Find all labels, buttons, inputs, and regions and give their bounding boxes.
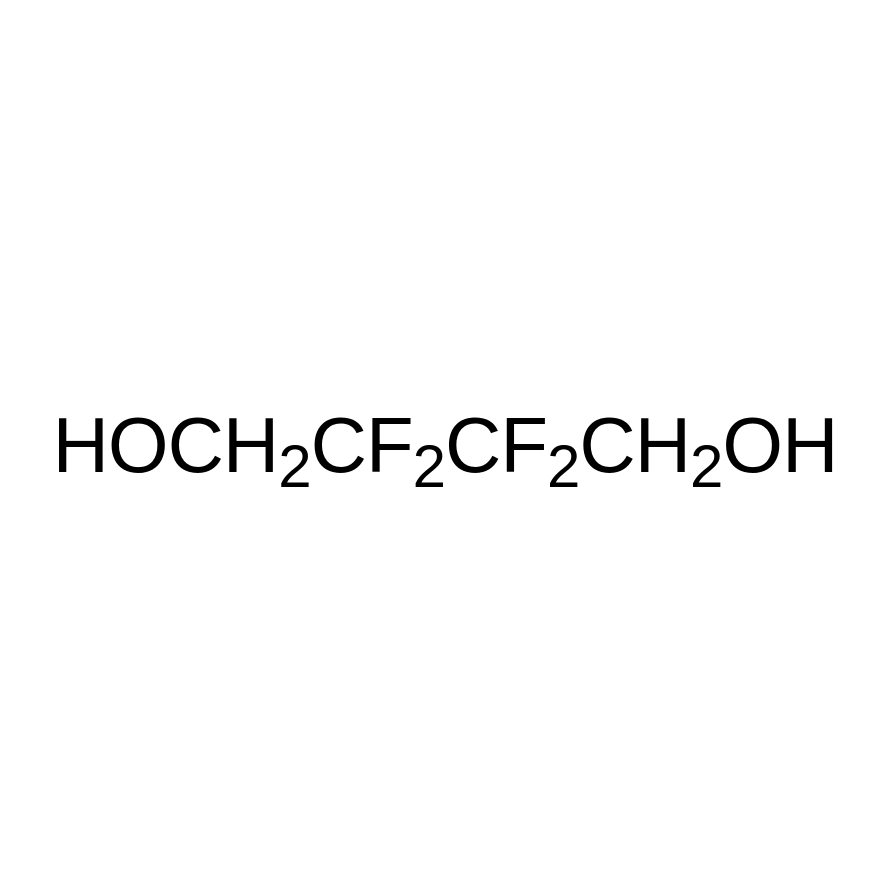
formula-element: CH bbox=[579, 400, 690, 491]
formula-element: HOCH bbox=[53, 400, 279, 491]
formula-element: CF bbox=[311, 400, 413, 491]
formula-subscript: 2 bbox=[413, 432, 445, 501]
formula-element: CF bbox=[445, 400, 547, 491]
formula-subscript: 2 bbox=[278, 432, 310, 501]
formula-subscript: 2 bbox=[690, 432, 722, 501]
formula-element: OH bbox=[722, 400, 837, 491]
chemical-formula: HOCH2CF2CF2CH2OH bbox=[53, 400, 838, 491]
formula-subscript: 2 bbox=[547, 432, 579, 501]
